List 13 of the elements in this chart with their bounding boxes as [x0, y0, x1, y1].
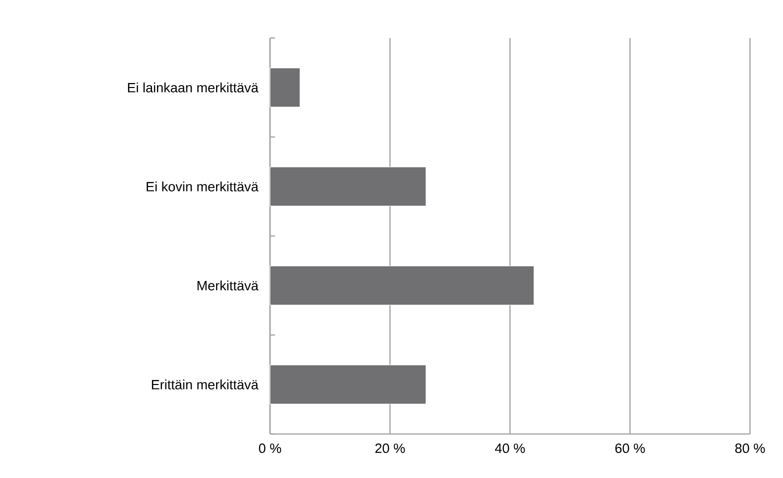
bar [270, 266, 534, 306]
bar [270, 68, 300, 108]
bar [270, 166, 426, 206]
x-tick-label: 60 % [615, 444, 645, 454]
y-tick-label: Merkittävä [198, 280, 258, 290]
x-tick-label: 20 % [375, 444, 405, 454]
y-tick-label: Ei lainkaan merkittävä [128, 82, 258, 92]
y-tick-label: Ei kovin merkittävä [146, 182, 258, 192]
x-tick-label: 0 % [258, 444, 282, 454]
bar [270, 364, 426, 404]
x-tick-label: 40 % [494, 444, 525, 454]
x-tick-label: 80 % [735, 444, 765, 454]
y-tick-label: Erittäin merkittävä [152, 380, 258, 390]
